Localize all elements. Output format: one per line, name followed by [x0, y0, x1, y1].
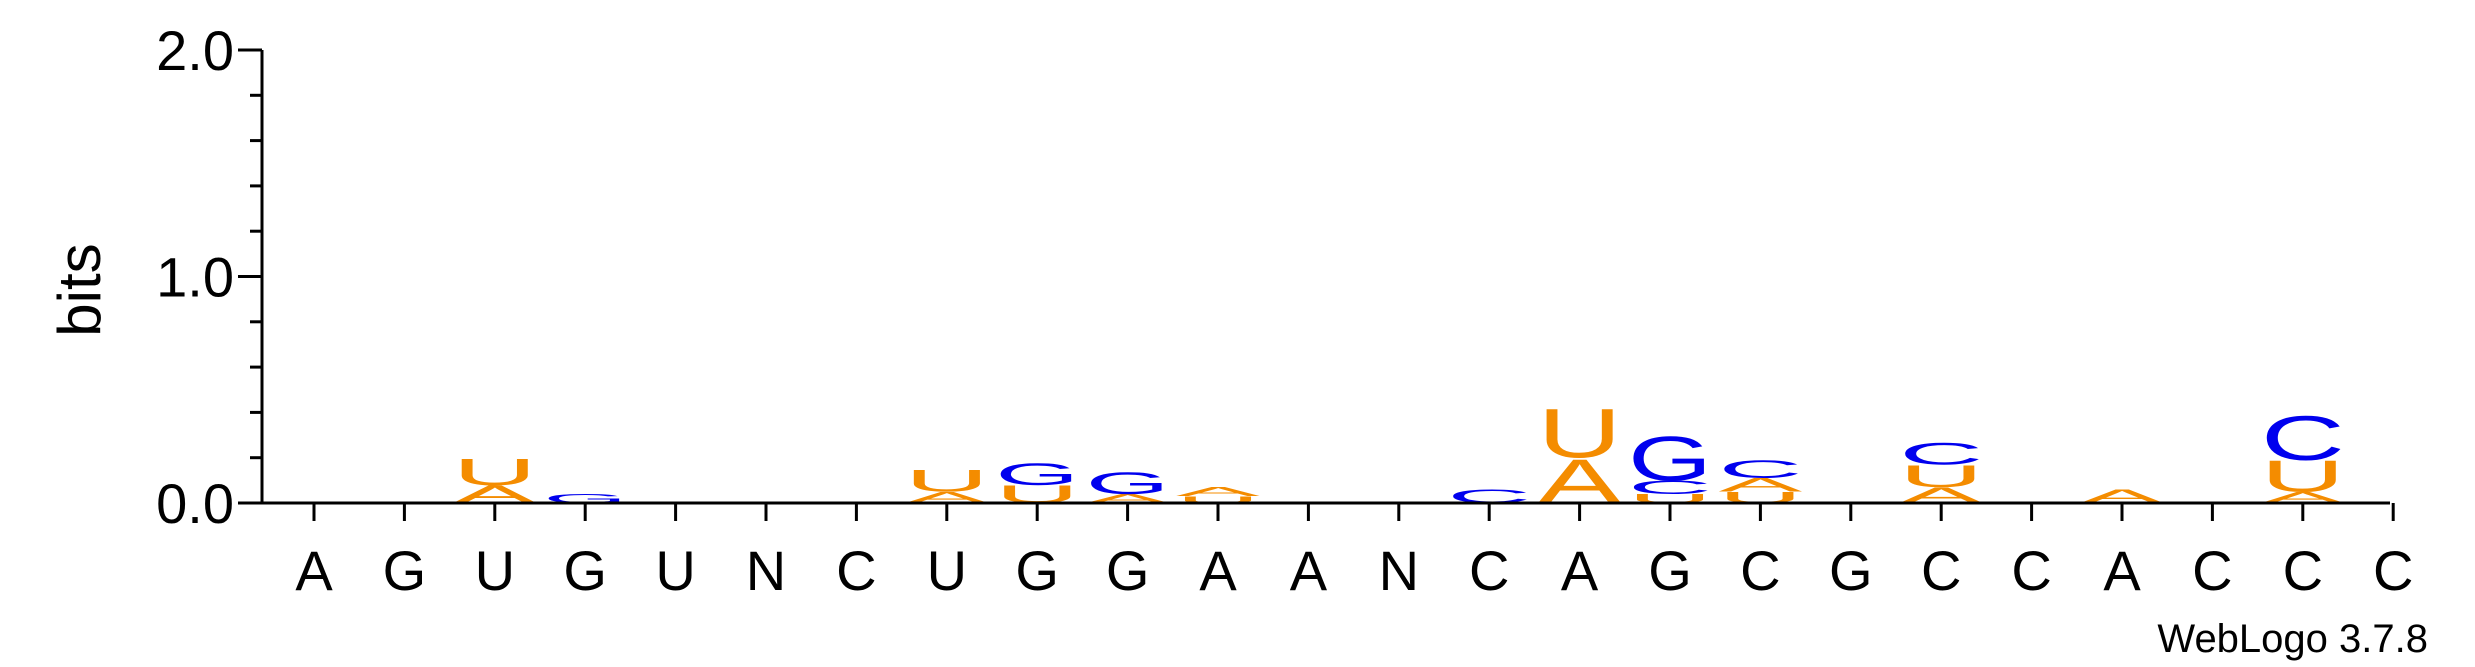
logo-glyph: U — [1899, 459, 1983, 494]
position-label: C — [1921, 539, 1961, 602]
position-label: U — [475, 539, 515, 602]
position-label: G — [383, 539, 427, 602]
logo-glyph: C — [1628, 477, 1712, 498]
position-label: C — [1469, 539, 1509, 602]
logo-glyph: U — [453, 451, 537, 493]
position-label: G — [1106, 539, 1150, 602]
position-label: G — [563, 539, 607, 602]
position-label: U — [927, 539, 967, 602]
position-label: C — [2011, 539, 2051, 602]
position-label: G — [1015, 539, 1059, 602]
y-tick-label: 2.0 — [156, 19, 234, 82]
position-label: A — [1561, 539, 1599, 602]
logo-glyph: U — [1176, 494, 1260, 505]
position-label: C — [1740, 539, 1780, 602]
logo-glyph: A — [1719, 475, 1803, 496]
position-label: G — [1829, 539, 1873, 602]
position-label: G — [1648, 539, 1692, 602]
axis-layer — [260, 50, 2390, 505]
logo-glyph: G — [995, 456, 1079, 491]
position-label: A — [1290, 539, 1328, 602]
position-label: C — [2192, 539, 2232, 602]
logo-glyph: G — [1086, 465, 1170, 500]
logo-glyph: C — [1718, 455, 1802, 483]
logo-glyph: U — [1538, 395, 1622, 473]
logo-glyph: A — [1176, 485, 1260, 499]
y-tick-label: 0.0 — [156, 472, 234, 535]
y-tick-label: 1.0 — [156, 246, 234, 309]
logo-glyph: C — [1899, 436, 1983, 471]
position-label: A — [1199, 539, 1237, 602]
logo-glyph: U — [2261, 451, 2345, 501]
y-axis-label: bits — [46, 243, 113, 336]
position-label: A — [2103, 539, 2141, 602]
position-label: A — [295, 539, 333, 602]
position-label: N — [746, 539, 786, 602]
logo-glyph: U — [905, 463, 989, 498]
weblogo-credit: WebLogo 3.7.8 — [2157, 617, 2428, 661]
logo-glyph: C — [2261, 403, 2345, 474]
position-label: C — [836, 539, 876, 602]
position-label: C — [2283, 539, 2323, 602]
position-label: N — [1379, 539, 1419, 602]
position-label: C — [2373, 539, 2413, 602]
tick-layer: 0.0 1.0 2.0 — [156, 19, 2395, 535]
position-label: U — [655, 539, 695, 602]
logo-glyph: G — [1628, 423, 1712, 494]
